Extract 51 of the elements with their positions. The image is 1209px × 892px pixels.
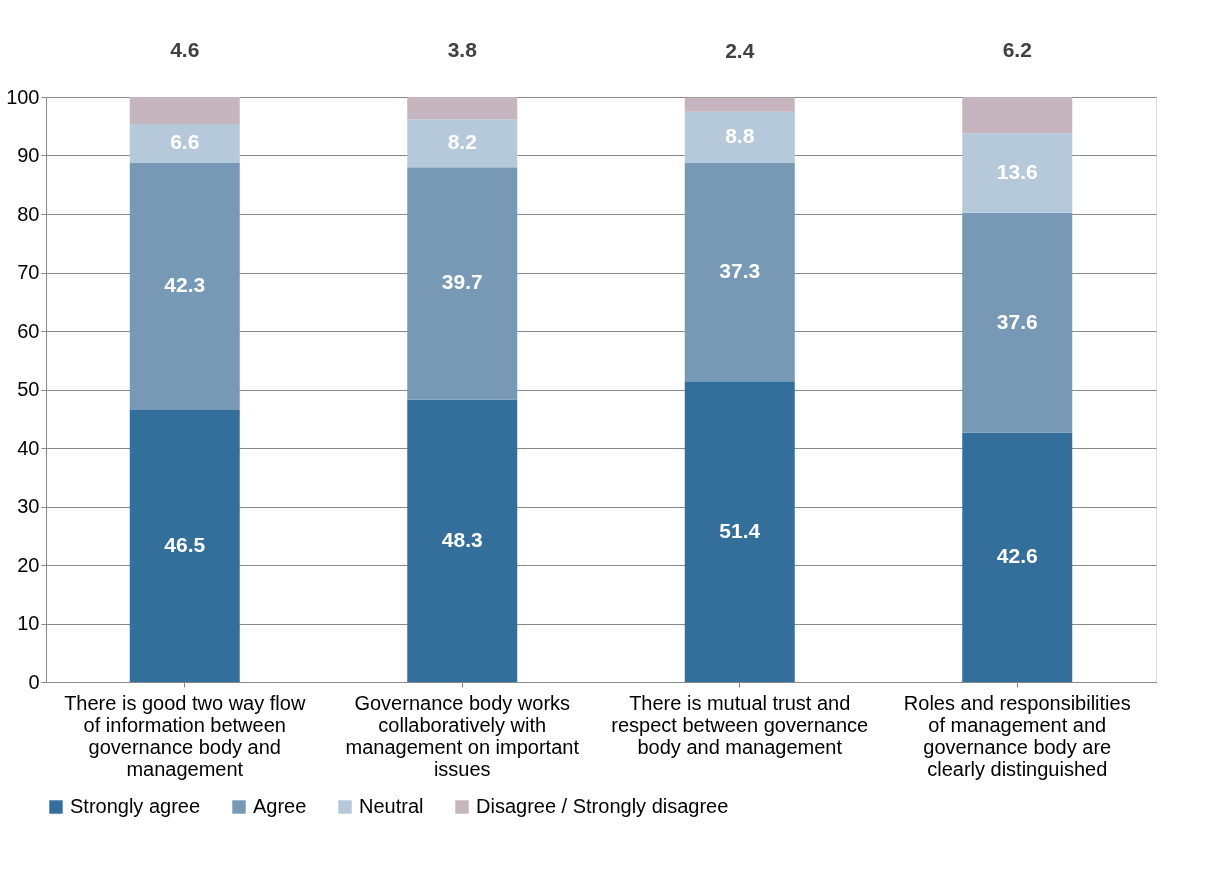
data-label: 51.4 [719, 518, 761, 542]
bar [129, 123, 240, 163]
y-tick-label: 0 [28, 670, 40, 693]
data-label: 8.2 [447, 130, 477, 154]
legend-label: Agree [253, 795, 307, 817]
bar [684, 163, 795, 382]
legend-label: Disagree / Strongly disagree [476, 795, 729, 817]
legend-label: Neutral [359, 795, 424, 817]
bar [407, 399, 518, 682]
data-label: 2.4 [725, 38, 755, 62]
y-tick-label: 90 [17, 144, 40, 166]
data-label: 6.6 [170, 130, 200, 154]
data-label: 42.3 [164, 273, 206, 297]
data-label: 6.2 [1002, 38, 1032, 61]
bar [962, 432, 1073, 682]
bar [962, 212, 1073, 433]
x-tick-label: There is mutual trust and respect between governance body and management [611, 691, 869, 758]
bar [962, 133, 1073, 213]
bar [407, 167, 518, 400]
data-label: 42.6 [996, 544, 1038, 568]
legend-label: Strongly agree [70, 795, 201, 817]
bar [129, 162, 240, 410]
data-label: 48.3 [441, 527, 483, 551]
data-label: 37.6 [996, 309, 1038, 333]
y-tick-label: 10 [17, 612, 40, 634]
y-tick-label: 20 [17, 553, 40, 576]
bar [962, 97, 1073, 134]
data-label: 4.6 [170, 38, 200, 61]
y-tick-label: 70 [17, 261, 40, 283]
y-tick-label: 60 [17, 319, 40, 342]
data-label: 13.6 [996, 160, 1038, 184]
y-tick-label: 30 [17, 495, 40, 517]
x-tick-label: There is good two way flow of information between governance body and management [64, 691, 306, 780]
y-tick-label: 50 [17, 378, 40, 400]
y-tick-label: 100 [6, 85, 40, 108]
bar [129, 409, 240, 682]
x-tick-label: Roles and responsibilities of management and governance body are clearly distinguished [903, 691, 1131, 780]
data-label: 39.7 [441, 270, 483, 294]
bar [407, 97, 518, 120]
bar [684, 381, 795, 682]
data-label: 37.3 [719, 259, 761, 283]
data-label: 3.8 [447, 38, 478, 61]
bar [684, 97, 795, 112]
bar [407, 119, 518, 168]
bar [684, 111, 795, 164]
bar [129, 97, 240, 124]
y-tick-label: 40 [17, 436, 40, 459]
data-label: 46.5 [164, 532, 206, 556]
y-tick-label: 80 [17, 202, 40, 225]
data-label: 8.8 [725, 124, 755, 148]
x-tick-label: Governance body works collaboratively with management on important issues [345, 691, 580, 780]
